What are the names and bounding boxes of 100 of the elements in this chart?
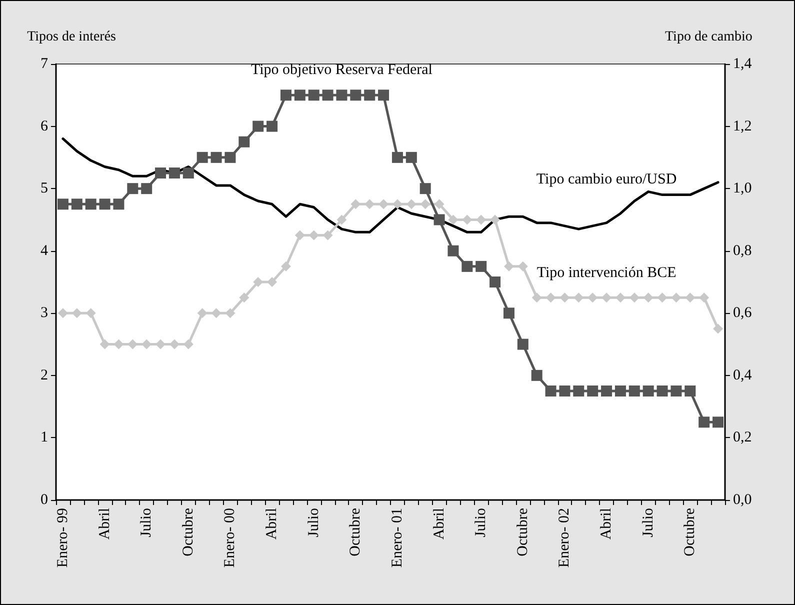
y-tick-label: 5	[40, 180, 48, 197]
point	[614, 386, 626, 396]
y2-tick-label: 0,8	[733, 242, 752, 259]
point	[602, 292, 612, 303]
point	[503, 308, 514, 319]
point	[308, 90, 320, 101]
point	[224, 152, 236, 163]
point	[573, 386, 584, 396]
y2-axis-title: Tipo de cambio	[665, 30, 752, 44]
point	[155, 168, 166, 178]
point	[85, 198, 96, 210]
point	[588, 292, 598, 303]
x-tick-label: Julio	[473, 508, 490, 538]
point	[392, 152, 403, 163]
point	[490, 214, 500, 225]
point	[141, 183, 152, 194]
x-tick-label: Enero- 99	[54, 508, 71, 568]
point	[350, 199, 361, 210]
x-tick-label: Enero- 01	[389, 508, 406, 568]
point	[378, 199, 389, 210]
point	[712, 416, 724, 428]
point	[476, 260, 487, 272]
point	[72, 308, 82, 318]
x-tick-label: Julio	[138, 508, 155, 538]
point	[294, 90, 306, 101]
point	[99, 198, 110, 210]
point	[238, 136, 250, 148]
point	[670, 386, 682, 396]
point	[57, 198, 68, 210]
point	[517, 338, 528, 350]
point	[280, 90, 292, 101]
point	[336, 90, 348, 101]
point	[71, 198, 82, 210]
point	[504, 261, 514, 272]
point	[253, 277, 264, 287]
point	[434, 214, 445, 226]
y-tick-label: 4	[40, 242, 48, 259]
point	[462, 260, 473, 272]
x-tick-label: Abril	[431, 508, 448, 540]
x-tick-label: Abril	[264, 508, 280, 540]
series-label: Tipo objetivo Reserva Federal	[250, 62, 432, 78]
series-label: Tipo cambio euro/USD	[536, 171, 677, 188]
x-tick-label: Octubre	[682, 508, 698, 556]
y-tick-label: 6	[40, 118, 48, 134]
y2-tick-label: 0,4	[733, 367, 752, 384]
point	[183, 339, 194, 350]
point	[574, 292, 584, 303]
point	[336, 214, 347, 225]
point	[364, 199, 375, 210]
point	[378, 90, 390, 101]
point	[210, 152, 222, 163]
point	[560, 292, 570, 303]
point	[476, 214, 486, 225]
point	[58, 308, 68, 318]
point	[643, 292, 654, 303]
point	[196, 152, 208, 163]
point	[532, 292, 542, 303]
point	[531, 370, 542, 381]
point	[280, 261, 291, 272]
y2-tick-label: 0,0	[733, 492, 752, 508]
point	[86, 308, 96, 318]
point	[628, 386, 640, 396]
point	[420, 199, 430, 210]
y2-tick-label: 1,0	[733, 180, 752, 197]
point	[350, 90, 362, 101]
point	[545, 386, 556, 396]
point	[252, 120, 264, 132]
point	[462, 214, 472, 225]
point	[657, 292, 668, 303]
point	[364, 90, 376, 101]
point	[239, 292, 250, 303]
point	[156, 339, 166, 350]
point	[169, 339, 180, 350]
y2-tick-label: 1,4	[733, 56, 752, 72]
point	[559, 386, 570, 396]
point	[168, 168, 180, 178]
x-tick-label: Julio	[306, 508, 322, 538]
x-tick-label: Enero- 02	[556, 508, 573, 568]
point	[182, 168, 194, 178]
point	[434, 199, 444, 210]
y-tick-label: 2	[40, 367, 48, 384]
point	[546, 292, 556, 303]
point	[587, 386, 598, 396]
point	[671, 292, 682, 303]
x-tick-label: Octubre	[180, 508, 196, 556]
point	[113, 198, 124, 210]
x-tick-label: Abril	[598, 508, 615, 540]
point	[642, 386, 654, 396]
point	[656, 386, 668, 396]
y2-tick-label: 1,2	[733, 118, 752, 134]
y-tick-label: 0	[40, 492, 48, 508]
y2-tick-label: 0,2	[733, 430, 752, 446]
point	[698, 416, 710, 428]
point	[448, 214, 458, 225]
point	[406, 152, 417, 163]
x-tick-label: Abril	[96, 508, 113, 540]
line-series	[62, 137, 720, 234]
point	[685, 292, 696, 303]
point	[490, 276, 501, 288]
x-tick-label: Octubre	[348, 508, 364, 556]
